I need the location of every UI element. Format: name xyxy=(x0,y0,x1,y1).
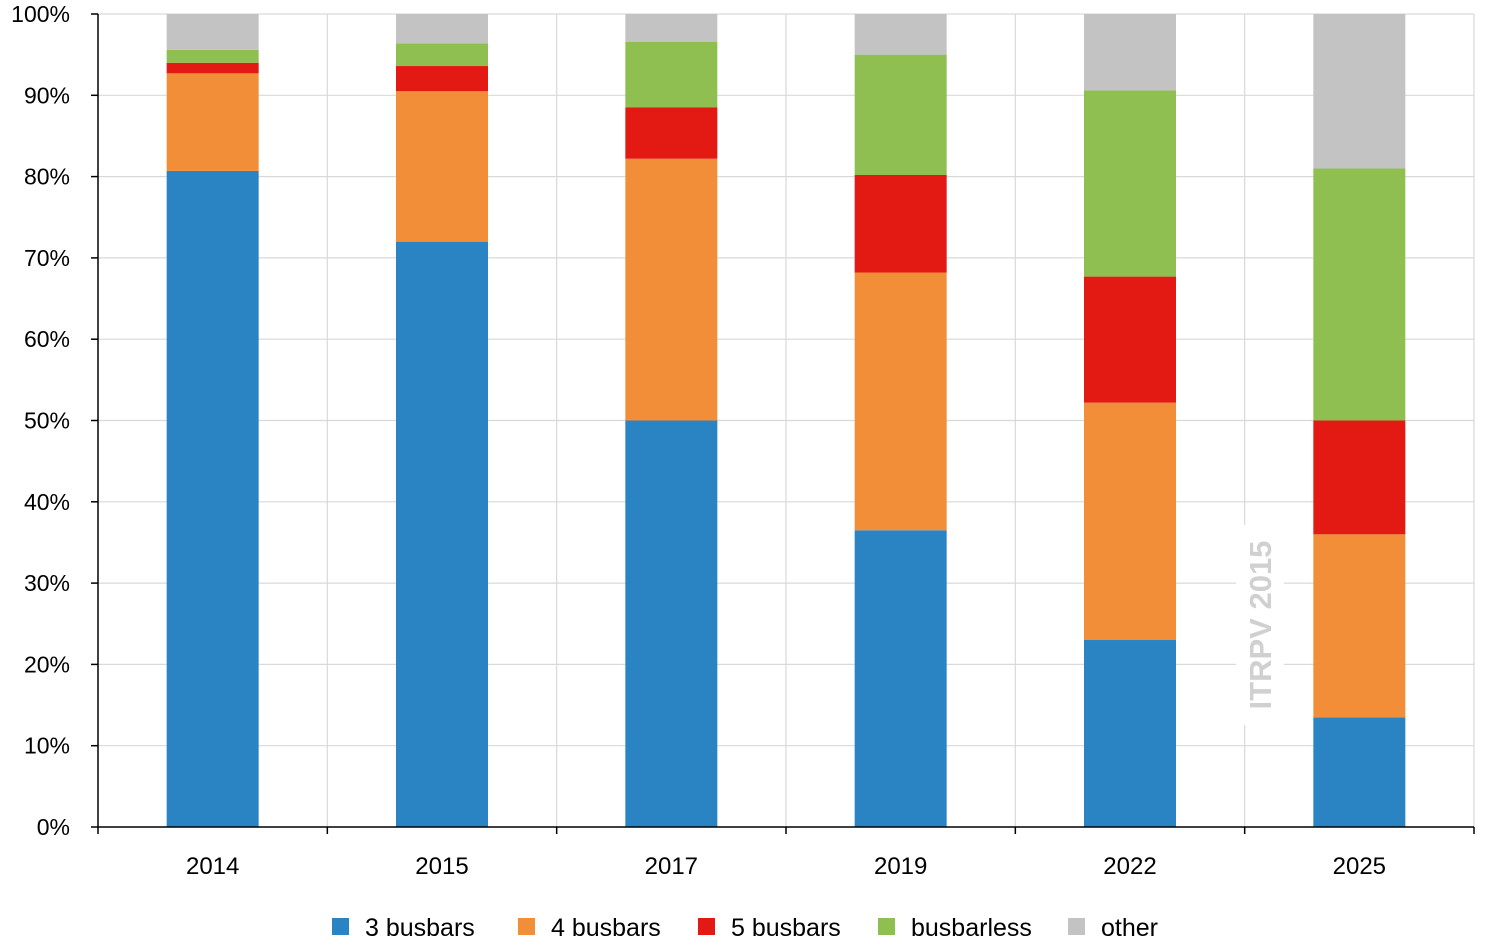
x-tick-label: 2019 xyxy=(874,853,927,880)
legend-swatch xyxy=(332,918,349,935)
bar-segment-3-busbars-2025 xyxy=(1313,717,1406,827)
y-tick-label: 30% xyxy=(24,570,70,596)
bar-segment-5-busbars-2015 xyxy=(396,66,488,92)
legend-label: 3 busbars xyxy=(365,914,475,942)
watermark-text: ITRPV 2015 xyxy=(1243,541,1278,710)
y-tick-label: 90% xyxy=(24,82,70,108)
y-tick-label: 50% xyxy=(24,408,70,434)
bar-segment-other-2025 xyxy=(1313,14,1406,169)
bar-segment-5-busbars-2019 xyxy=(854,174,947,273)
bar-segment-other-2015 xyxy=(396,14,488,44)
bar-segment-5-busbars-2017 xyxy=(625,107,718,159)
legend-label: 4 busbars xyxy=(551,914,661,942)
bar-segment-4-busbars-2022 xyxy=(1084,402,1176,641)
watermark-backdrop xyxy=(1236,525,1284,725)
bar-segment-other-2019 xyxy=(854,14,947,55)
legend-swatch xyxy=(698,918,715,935)
legend-label: busbarless xyxy=(911,914,1032,942)
bar-segment-5-busbars-2014 xyxy=(166,62,259,74)
y-tick-label: 40% xyxy=(24,489,70,515)
bars xyxy=(166,14,1406,827)
y-tick-label: 70% xyxy=(24,245,70,271)
bar-segment-4-busbars-2025 xyxy=(1313,534,1406,718)
x-tick-label: 2017 xyxy=(645,853,698,880)
axes: 0% 10% 20% 30% 40% 50% 60% 70% 80% 90% 100% 2014 201… xyxy=(11,1,1475,880)
bar-segment-4-busbars-2014 xyxy=(166,73,259,171)
bar-segment-3-busbars-2015 xyxy=(396,241,488,827)
x-tick-label: 2022 xyxy=(1103,853,1156,880)
bar-segment-busbarless-2019 xyxy=(854,54,947,175)
bar-segment-other-2014 xyxy=(166,14,259,50)
bar-segment-busbarless-2022 xyxy=(1084,90,1176,277)
x-tick-label: 2014 xyxy=(186,853,239,880)
x-tick-label: 2025 xyxy=(1333,853,1386,880)
bar-segment-5-busbars-2022 xyxy=(1084,276,1176,403)
bar-segment-4-busbars-2015 xyxy=(396,91,488,242)
bar-segment-4-busbars-2019 xyxy=(854,272,947,531)
y-tick-label: 100% xyxy=(11,1,70,27)
bar-segment-busbarless-2025 xyxy=(1313,168,1406,421)
bar-segment-3-busbars-2022 xyxy=(1084,640,1176,827)
y-tick-label: 60% xyxy=(24,326,70,352)
bar-segment-busbarless-2015 xyxy=(396,43,488,67)
bar-segment-5-busbars-2025 xyxy=(1313,420,1406,535)
legend-swatch xyxy=(1068,918,1085,935)
y-tick-label: 80% xyxy=(24,164,70,190)
bar-segment-3-busbars-2019 xyxy=(854,530,947,827)
watermark: ITRPV 2015 xyxy=(1236,525,1284,725)
legend-label: other xyxy=(1101,914,1158,942)
legend-swatch xyxy=(518,918,535,935)
legend: 3 busbars 4 busbars 5 busbars busbarless oth… xyxy=(332,914,1158,942)
bar-segment-busbarless-2017 xyxy=(625,41,718,108)
legend-label: 5 busbars xyxy=(731,914,841,942)
bar-segment-3-busbars-2014 xyxy=(166,170,259,827)
bar-segment-other-2022 xyxy=(1084,14,1176,91)
bar-segment-other-2017 xyxy=(625,14,718,42)
bar-segment-4-busbars-2017 xyxy=(625,158,718,421)
x-tick-label: 2015 xyxy=(415,853,468,880)
grid-lines xyxy=(98,13,1475,827)
y-tick-label: 10% xyxy=(24,733,70,759)
bar-segment-busbarless-2014 xyxy=(166,49,259,63)
y-tick-label: 0% xyxy=(37,814,70,840)
bar-segment-3-busbars-2017 xyxy=(625,420,718,827)
y-tick-label: 20% xyxy=(24,651,70,677)
legend-swatch xyxy=(878,918,895,935)
